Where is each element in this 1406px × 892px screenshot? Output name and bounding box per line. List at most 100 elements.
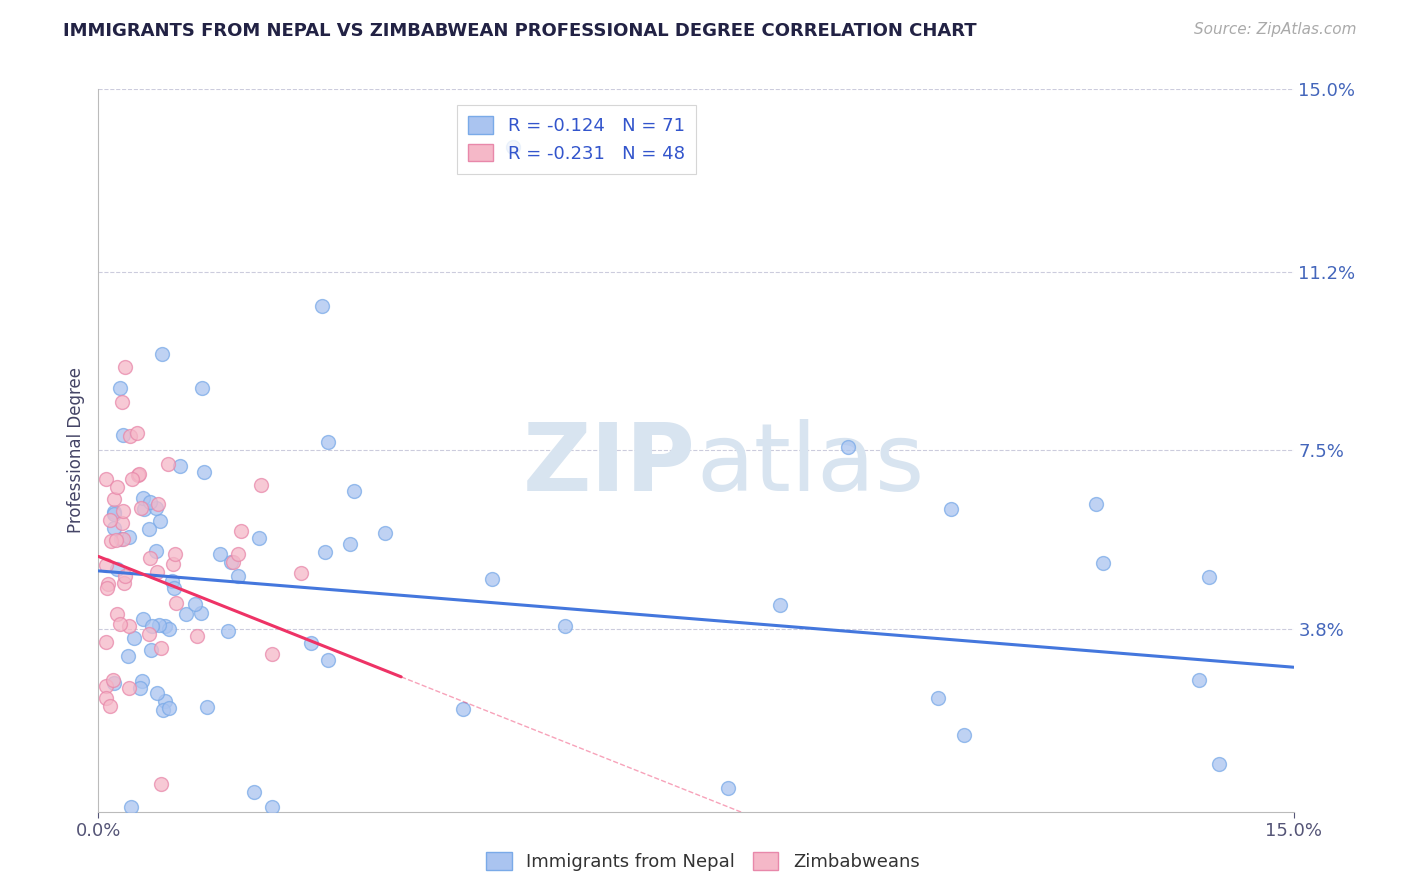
Point <box>112 427 135 442</box>
Point <box>157 623 180 637</box>
Point <box>343 484 366 499</box>
Point <box>927 690 949 705</box>
Point <box>193 465 215 479</box>
Point <box>97 577 120 591</box>
Point <box>1198 570 1220 584</box>
Point <box>105 607 128 622</box>
Point <box>146 497 169 511</box>
Point <box>148 617 170 632</box>
Point <box>150 347 173 361</box>
Point <box>100 533 122 548</box>
Point <box>114 359 136 374</box>
Point <box>502 140 524 154</box>
Point <box>156 457 179 471</box>
Text: Source: ZipAtlas.com: Source: ZipAtlas.com <box>1194 22 1357 37</box>
Point <box>165 596 187 610</box>
Point <box>146 566 169 580</box>
Point <box>141 619 163 633</box>
Point <box>163 547 186 561</box>
Point <box>110 381 132 395</box>
Point <box>103 491 125 506</box>
Point <box>112 575 135 590</box>
Point <box>111 504 134 518</box>
Point <box>208 547 231 561</box>
Point <box>120 800 142 814</box>
Point <box>146 686 169 700</box>
Point <box>129 681 152 695</box>
Point <box>1084 497 1107 511</box>
Point <box>228 569 250 583</box>
Point <box>183 597 205 611</box>
Point <box>114 569 136 583</box>
Point <box>153 694 176 708</box>
Point <box>96 558 118 573</box>
Point <box>554 619 576 633</box>
Point <box>121 472 143 486</box>
Point <box>134 502 156 516</box>
Point <box>153 618 176 632</box>
Point <box>103 521 125 535</box>
Point <box>339 537 361 551</box>
Point <box>118 530 141 544</box>
Point <box>311 299 333 313</box>
Point <box>162 574 184 588</box>
Point <box>145 501 167 516</box>
Point <box>105 480 128 494</box>
Text: ZIP: ZIP <box>523 419 696 511</box>
Point <box>939 502 962 516</box>
Point <box>132 491 155 505</box>
Point <box>228 547 250 561</box>
Point <box>191 381 214 395</box>
Point <box>105 533 128 548</box>
Point <box>837 441 859 455</box>
Point <box>96 581 118 595</box>
Point <box>138 495 160 509</box>
Point <box>243 785 266 799</box>
Point <box>222 555 245 569</box>
Point <box>103 676 125 690</box>
Point <box>138 522 160 536</box>
Point <box>118 681 141 695</box>
Point <box>127 467 149 482</box>
Point <box>129 500 152 515</box>
Text: IMMIGRANTS FROM NEPAL VS ZIMBABWEAN PROFESSIONAL DEGREE CORRELATION CHART: IMMIGRANTS FROM NEPAL VS ZIMBABWEAN PROF… <box>63 22 977 40</box>
Y-axis label: Professional Degree: Professional Degree <box>66 368 84 533</box>
Point <box>163 582 186 596</box>
Point <box>112 533 135 547</box>
Point <box>107 562 129 576</box>
Point <box>96 635 118 649</box>
Point <box>217 624 239 639</box>
Point <box>124 632 146 646</box>
Point <box>162 557 184 571</box>
Point <box>108 617 131 632</box>
Point <box>111 516 134 530</box>
Point <box>96 472 118 486</box>
Point <box>717 781 740 796</box>
Point <box>139 550 162 565</box>
Point <box>186 629 208 643</box>
Point <box>149 777 172 791</box>
Text: atlas: atlas <box>696 419 924 511</box>
Point <box>103 507 125 521</box>
Point <box>316 653 339 667</box>
Point <box>1208 756 1230 771</box>
Point <box>103 505 125 519</box>
Point <box>138 627 160 641</box>
Point <box>127 425 149 440</box>
Point <box>145 544 167 558</box>
Point <box>314 545 336 559</box>
Point <box>299 635 322 649</box>
Point <box>262 800 284 814</box>
Point <box>96 680 118 694</box>
Point <box>195 700 218 714</box>
Point <box>110 532 132 546</box>
Point <box>1188 673 1211 687</box>
Point <box>149 640 172 655</box>
Point <box>149 515 172 529</box>
Legend: Immigrants from Nepal, Zimbabweans: Immigrants from Nepal, Zimbabweans <box>479 846 927 879</box>
Point <box>174 607 197 621</box>
Point <box>1091 556 1114 570</box>
Point <box>453 702 475 716</box>
Point <box>120 429 142 443</box>
Point <box>190 606 212 620</box>
